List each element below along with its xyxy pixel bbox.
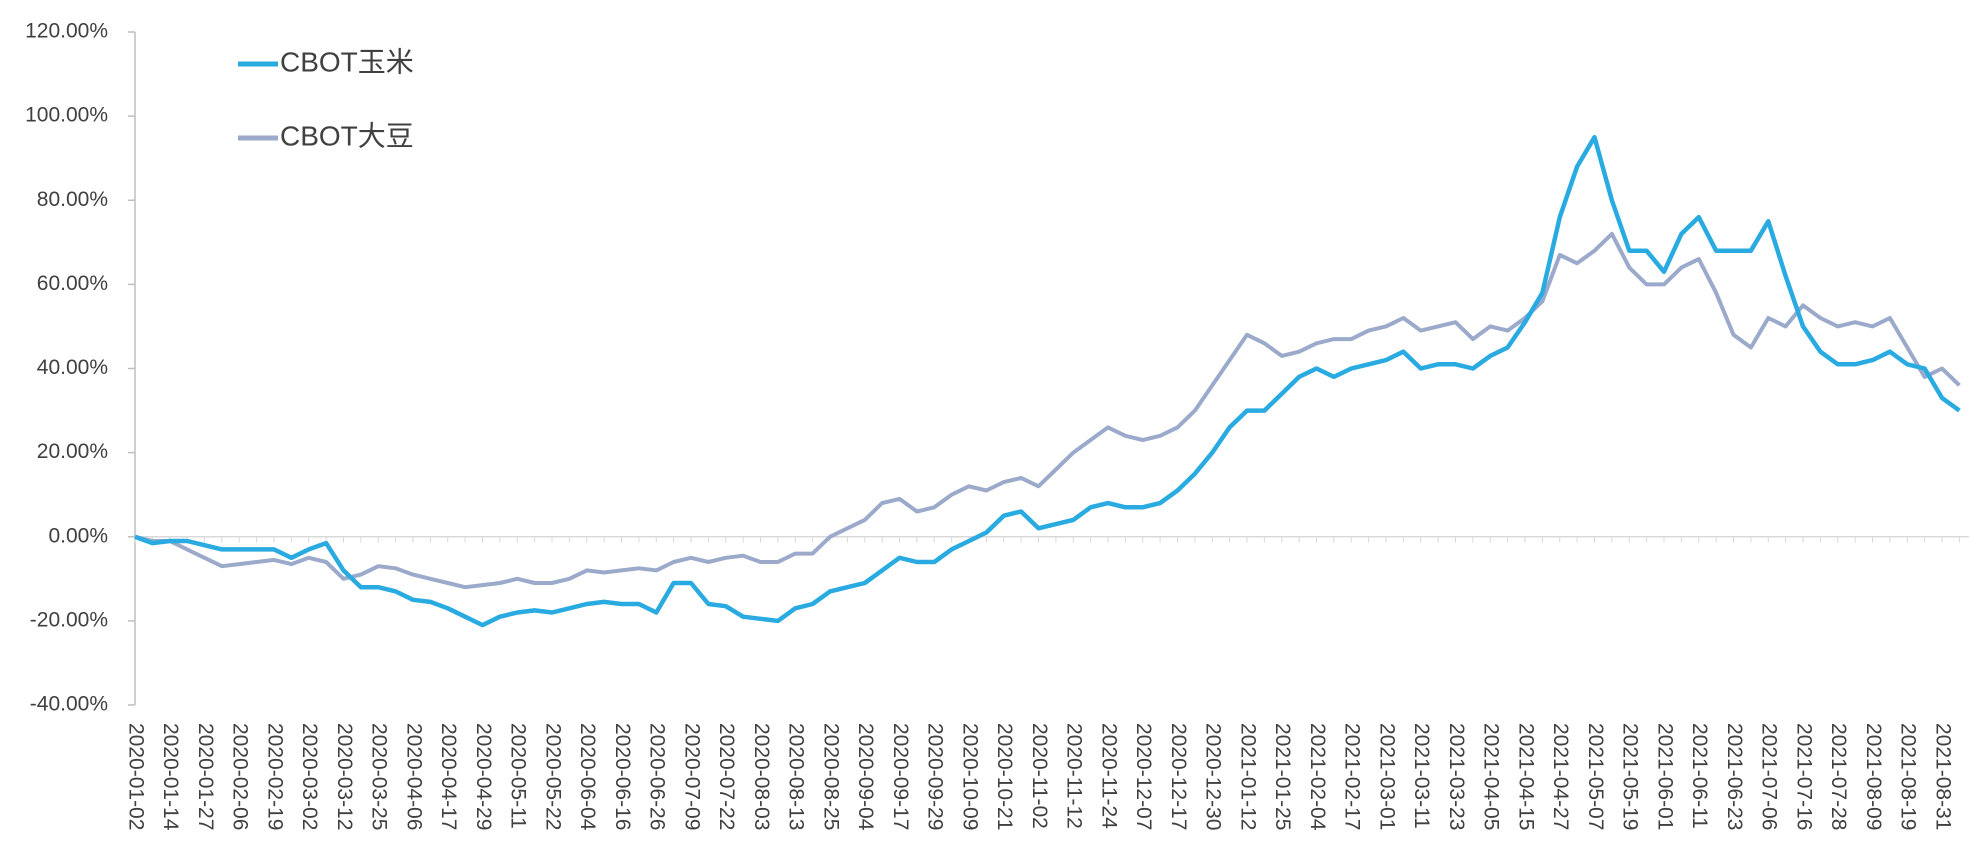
x-tick-label: 2020-06-26 bbox=[646, 723, 669, 830]
x-tick-label: 2020-01-14 bbox=[159, 723, 182, 831]
x-tick-label: 2020-05-22 bbox=[541, 723, 564, 830]
x-tick-label: 2020-02-06 bbox=[229, 723, 252, 830]
x-tick-label: 2020-06-16 bbox=[611, 723, 634, 830]
y-tick-label: 60.00% bbox=[37, 272, 108, 295]
legend-label: CBOT大豆 bbox=[280, 120, 414, 151]
x-tick-label: 2021-07-16 bbox=[1792, 723, 1815, 830]
x-tick-label: 2020-12-07 bbox=[1132, 723, 1155, 830]
x-tick-label: 2020-06-04 bbox=[576, 723, 599, 831]
x-tick-label: 2020-07-09 bbox=[680, 723, 703, 830]
x-tick-label: 2021-07-06 bbox=[1758, 723, 1781, 830]
x-tick-label: 2021-08-09 bbox=[1862, 723, 1885, 830]
x-tick-label: 2020-10-09 bbox=[958, 723, 981, 830]
x-tick-label: 2020-05-11 bbox=[507, 723, 530, 829]
y-tick-label: 40.00% bbox=[37, 356, 108, 379]
x-tick-label: 2020-03-12 bbox=[333, 723, 356, 830]
x-tick-label: 2020-01-02 bbox=[124, 723, 147, 830]
x-tick-label: 2021-06-01 bbox=[1653, 723, 1676, 830]
x-tick-label: 2021-03-01 bbox=[1375, 723, 1398, 830]
x-tick-label: 2021-06-11 bbox=[1688, 723, 1711, 829]
x-tick-label: 2020-09-29 bbox=[924, 723, 947, 830]
series-line bbox=[134, 134, 1961, 628]
x-tick-label: 2020-08-25 bbox=[819, 723, 842, 830]
x-tick-label: 2020-02-19 bbox=[263, 723, 286, 830]
x-tick-label: 2020-04-29 bbox=[472, 723, 495, 830]
y-tick-label: 80.00% bbox=[37, 188, 108, 211]
x-tick-label: 2021-04-27 bbox=[1549, 723, 1572, 830]
x-tick-label: 2020-11-24 bbox=[1097, 723, 1120, 829]
x-tick-label: 2021-02-17 bbox=[1341, 723, 1364, 830]
x-tick-label: 2021-01-12 bbox=[1236, 723, 1259, 830]
x-tick-label: 2020-08-03 bbox=[750, 723, 773, 830]
x-tick-label: 2021-06-23 bbox=[1723, 723, 1746, 830]
y-tick-label: 100.00% bbox=[25, 104, 108, 127]
x-tick-label: 2021-02-04 bbox=[1306, 723, 1329, 831]
x-tick-label: 2020-09-17 bbox=[889, 723, 912, 830]
x-tick-label: 2020-11-02 bbox=[1028, 723, 1051, 829]
x-tick-label: 2020-01-27 bbox=[194, 723, 217, 830]
x-tick-label: 2020-10-21 bbox=[993, 723, 1016, 830]
x-tick-label: 2020-12-30 bbox=[1202, 723, 1225, 830]
x-tick-label: 2020-04-17 bbox=[437, 723, 460, 830]
x-tick-label: 2020-03-25 bbox=[368, 723, 391, 830]
x-tick-label: 2021-03-11 bbox=[1410, 723, 1433, 829]
x-tick-label: 2021-03-23 bbox=[1445, 723, 1468, 830]
x-tick-label: 2020-03-02 bbox=[298, 723, 321, 830]
x-tick-label: 2021-07-28 bbox=[1827, 723, 1850, 830]
legend-label: CBOT玉米 bbox=[280, 46, 414, 77]
y-tick-label: 20.00% bbox=[37, 440, 108, 463]
y-tick-label: 120.00% bbox=[25, 20, 108, 43]
x-tick-label: 2021-01-25 bbox=[1271, 723, 1294, 830]
x-tick-label: 2020-09-04 bbox=[854, 723, 877, 831]
y-tick-label: -40.00% bbox=[30, 693, 108, 716]
x-tick-label: 2021-04-15 bbox=[1514, 723, 1537, 830]
y-tick-label: -20.00% bbox=[30, 608, 108, 631]
x-tick-label: 2020-08-13 bbox=[785, 723, 808, 830]
y-tick-label: 0.00% bbox=[48, 524, 108, 547]
x-tick-label: 2020-07-22 bbox=[715, 723, 738, 830]
x-tick-label: 2020-04-06 bbox=[402, 723, 425, 830]
x-tick-label: 2021-08-19 bbox=[1897, 723, 1920, 830]
x-tick-label: 2021-05-07 bbox=[1584, 723, 1607, 830]
x-tick-label: 2021-04-05 bbox=[1480, 723, 1503, 830]
x-tick-label: 2021-08-31 bbox=[1931, 723, 1954, 830]
x-tick-label: 2021-05-19 bbox=[1619, 723, 1642, 830]
x-tick-label: 2020-11-12 bbox=[1063, 723, 1086, 829]
series-line bbox=[134, 231, 1961, 590]
x-tick-label: 2020-12-17 bbox=[1167, 723, 1190, 830]
